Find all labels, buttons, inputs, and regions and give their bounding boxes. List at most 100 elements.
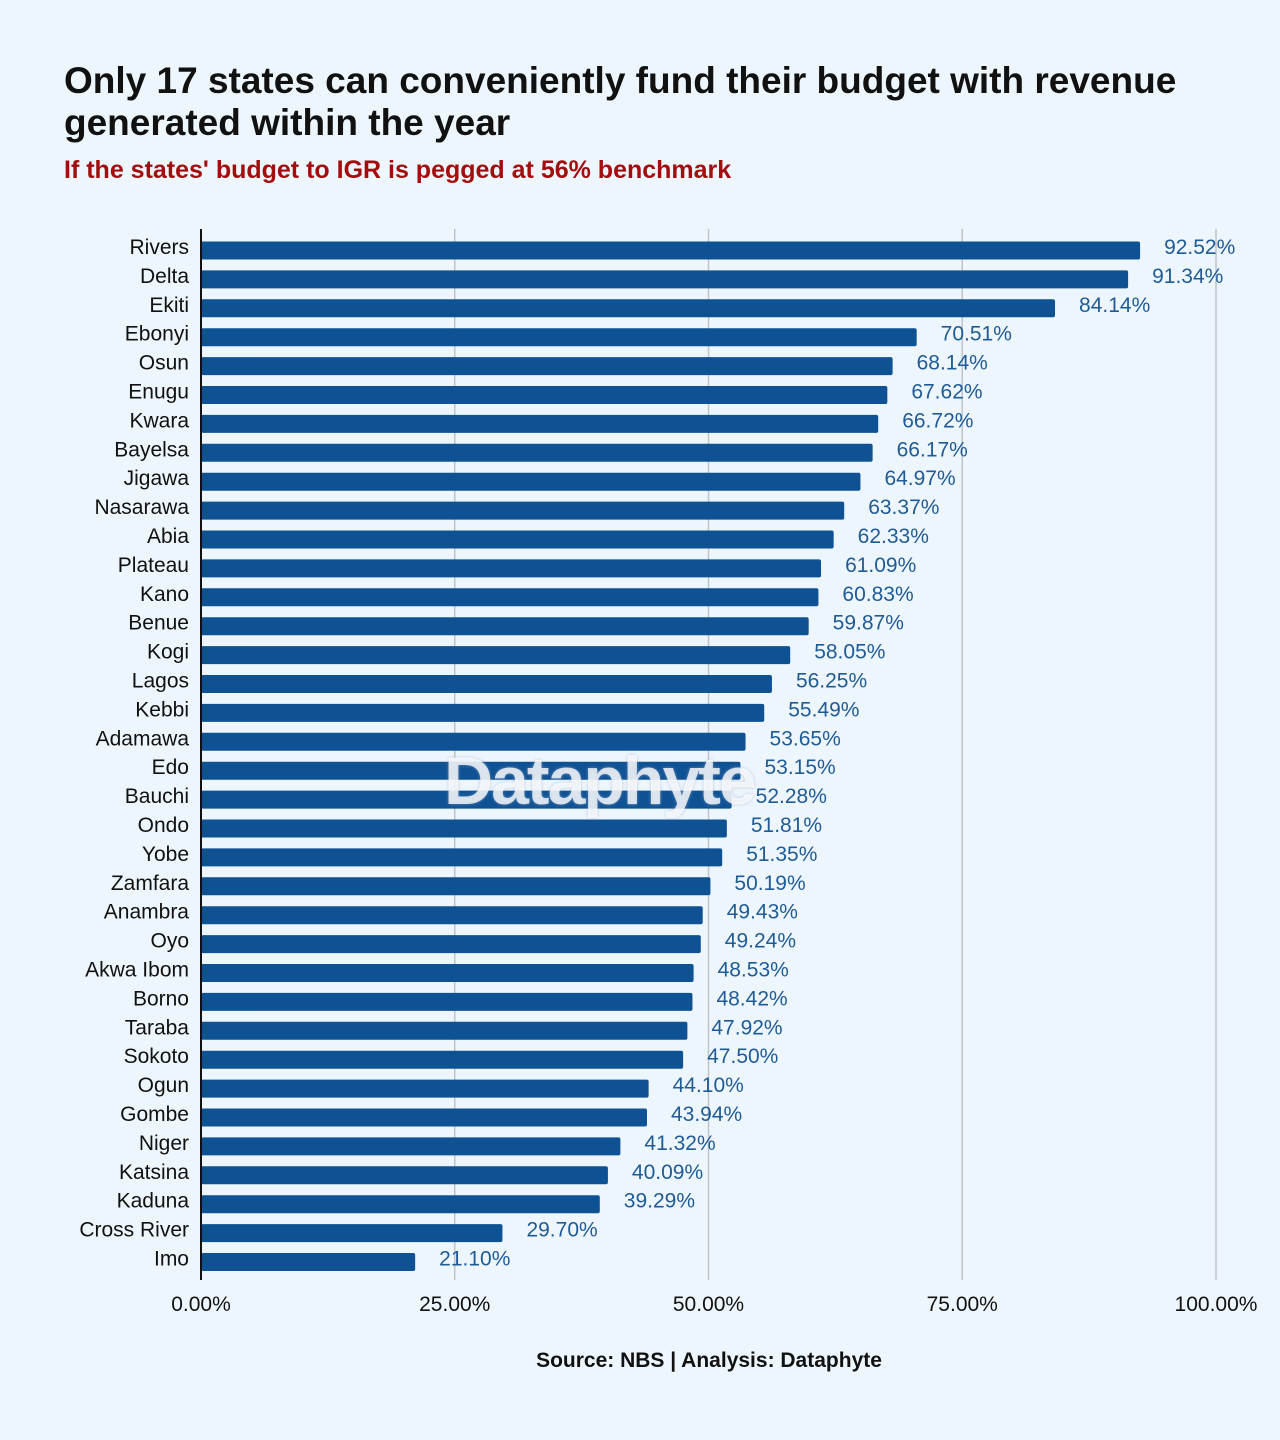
- category-label: Kaduna: [117, 1190, 190, 1213]
- value-label: 55.49%: [788, 698, 859, 721]
- bar-series: [201, 241, 1141, 1271]
- bar: [201, 299, 1056, 318]
- category-label: Enugu: [128, 381, 189, 404]
- value-label: 48.53%: [718, 959, 789, 982]
- bar: [201, 935, 701, 954]
- category-label: Ondo: [138, 814, 189, 837]
- value-label: 53.15%: [764, 756, 835, 779]
- bar: [201, 443, 873, 462]
- category-label: Borno: [133, 987, 189, 1010]
- x-tick-label: 75.00%: [927, 1293, 998, 1316]
- bar: [201, 790, 732, 809]
- bar: [201, 1050, 684, 1069]
- value-label: 68.14%: [917, 352, 988, 375]
- value-label: 53.65%: [770, 727, 841, 750]
- value-label: 51.81%: [751, 814, 822, 837]
- category-label: Jigawa: [124, 467, 190, 490]
- value-label: 47.92%: [711, 1016, 782, 1039]
- bar: [201, 1079, 649, 1098]
- category-label: Ebonyi: [125, 323, 189, 346]
- x-tick-label: 0.00%: [171, 1293, 231, 1316]
- gridlines: [454, 229, 1217, 1280]
- value-label: 40.09%: [632, 1161, 703, 1184]
- bar: [201, 386, 888, 404]
- category-label: Ogun: [138, 1074, 189, 1097]
- value-label: 49.24%: [725, 930, 796, 953]
- category-label: Adamawa: [96, 727, 190, 750]
- category-label: Zamfara: [111, 872, 190, 895]
- bar: [201, 1021, 688, 1040]
- category-label: Nasarawa: [94, 496, 189, 519]
- value-label: 39.29%: [624, 1190, 695, 1213]
- bar: [201, 877, 711, 896]
- x-tick-label: 50.00%: [673, 1293, 744, 1316]
- bar: [201, 646, 791, 665]
- bar: [201, 1137, 621, 1156]
- bar: [201, 241, 1141, 260]
- x-axis-ticks: 0.00% 25.00% 50.00% 75.00% 100.00%: [171, 1293, 1257, 1316]
- category-label: Ekiti: [149, 294, 189, 317]
- value-label: 61.09%: [845, 554, 916, 577]
- bar: [201, 992, 693, 1011]
- category-label: Taraba: [125, 1016, 190, 1039]
- bar: [201, 1166, 608, 1185]
- value-label: 66.72%: [902, 409, 973, 432]
- bar: [201, 530, 834, 549]
- bar: [201, 732, 746, 751]
- category-label: Anambra: [104, 901, 190, 924]
- bar: [201, 1108, 647, 1127]
- value-label: 29.70%: [526, 1219, 597, 1242]
- category-label: Abia: [147, 525, 189, 548]
- bar: [201, 848, 723, 867]
- bar: [201, 588, 819, 607]
- category-label: Lagos: [132, 670, 189, 693]
- value-label: 47.50%: [707, 1045, 778, 1068]
- category-label: Osun: [139, 352, 189, 375]
- bar: [201, 819, 727, 838]
- value-label: 58.05%: [814, 641, 885, 664]
- bar: [201, 1224, 503, 1243]
- value-label: 56.25%: [796, 670, 867, 693]
- category-label: Edo: [152, 756, 189, 779]
- value-label: 21.10%: [439, 1248, 510, 1271]
- value-label: 70.51%: [941, 323, 1012, 346]
- category-label: Kebbi: [135, 698, 189, 721]
- value-label: 92.52%: [1164, 236, 1235, 259]
- category-label: Kogi: [147, 641, 189, 664]
- value-label: 59.87%: [833, 612, 904, 635]
- category-label: Kano: [140, 583, 189, 606]
- value-label: 44.10%: [673, 1074, 744, 1097]
- category-label: Rivers: [129, 236, 189, 259]
- chart-title: Only 17 states can conveniently fund the…: [64, 60, 1177, 143]
- bar: [201, 559, 822, 578]
- value-label: 91.34%: [1152, 265, 1223, 288]
- category-label: Katsina: [119, 1161, 189, 1184]
- category-label: Oyo: [150, 930, 189, 953]
- value-label: 41.32%: [644, 1132, 715, 1155]
- category-label: Benue: [128, 612, 189, 635]
- value-label: 43.94%: [671, 1103, 742, 1126]
- value-label: 52.28%: [756, 785, 827, 808]
- source-note: Source: NBS | Analysis: Dataphyte: [536, 1349, 882, 1372]
- category-label: Kwara: [129, 409, 189, 432]
- value-labels: 92.52% 91.34%84.14% 70.51% 68.14% 67.62% 66.7…: [439, 236, 1235, 1271]
- value-label: 49.43%: [727, 901, 798, 924]
- x-tick-label: 25.00%: [419, 1293, 490, 1316]
- bar: [201, 472, 861, 491]
- bar: [201, 761, 741, 780]
- value-label: 48.42%: [716, 987, 787, 1010]
- x-tick-label: 100.00%: [1175, 1293, 1258, 1316]
- bar: [201, 617, 809, 636]
- category-label: Yobe: [142, 843, 189, 866]
- category-label: Gombe: [120, 1103, 189, 1126]
- category-label: Bauchi: [125, 785, 189, 808]
- category-label: Akwa Ibom: [85, 959, 189, 982]
- value-label: 62.33%: [858, 525, 929, 548]
- category-label: Plateau: [118, 554, 189, 577]
- bar: [201, 1253, 416, 1271]
- bar: [201, 357, 893, 376]
- value-label: 64.97%: [884, 467, 955, 490]
- category-label: Sokoto: [124, 1045, 189, 1068]
- bar: [201, 501, 845, 520]
